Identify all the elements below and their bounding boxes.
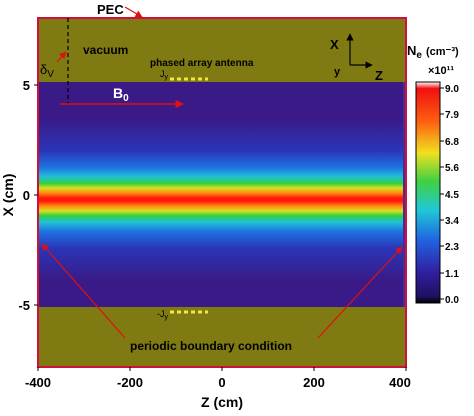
colorbar-scale bbox=[415, 81, 441, 304]
colorbar-multiplier: ×10¹¹ bbox=[428, 65, 454, 77]
colorbar-tick-label: 0.0 bbox=[445, 295, 459, 306]
xtick-label: 200 bbox=[303, 375, 325, 390]
boundary-arrow-right bbox=[317, 246, 403, 339]
y-axis-title: X (cm) bbox=[0, 174, 16, 217]
x-axis-title: Z (cm) bbox=[201, 394, 243, 410]
b0-label: B0 bbox=[113, 85, 129, 104]
xtick-label: -400 bbox=[25, 375, 51, 390]
plasma-boundary-right bbox=[403, 82, 406, 307]
ytick-label: 5 bbox=[23, 78, 30, 93]
vacuum-region-bottom bbox=[38, 307, 406, 367]
colorbar-tick-label: 7.9 bbox=[445, 110, 459, 121]
colorbar-tick-label: 2.3 bbox=[445, 242, 459, 253]
annotations: PEC δV vacuum phased array antenna Jy B0… bbox=[40, 2, 403, 353]
colorbar-tick-label: 6.8 bbox=[445, 137, 459, 148]
plot-area bbox=[37, 17, 407, 368]
colorbar-tick-label: 9.0 bbox=[445, 84, 459, 95]
colorbar-tick-label: 4.5 bbox=[445, 190, 459, 201]
jy-bottom-label: -Jy bbox=[157, 309, 169, 321]
axes: -400 -200 0 200 400 Z (cm) 5 0 -5 X (cm) bbox=[0, 78, 411, 410]
colorbar-title: Ne (cm⁻³) bbox=[407, 43, 459, 61]
boundary-arrow-left bbox=[41, 243, 126, 339]
ytick-label: -5 bbox=[18, 298, 30, 313]
vacuum-label: vacuum bbox=[83, 43, 128, 57]
boundary-condition-label: periodic boundary condition bbox=[130, 339, 292, 353]
pec-label: PEC bbox=[97, 2, 124, 17]
colorbar-tick-label: 3.4 bbox=[445, 216, 459, 227]
delta-v-arrow bbox=[56, 51, 67, 63]
coord-label-x: X bbox=[330, 37, 339, 52]
colorbar-tick-label: 1.1 bbox=[445, 269, 459, 280]
colorbar: Ne (cm⁻³) ×10¹¹ 9.0 7.9 6.8 5.6 4.5 3.4 2… bbox=[407, 43, 459, 306]
delta-v-label: δV bbox=[40, 62, 54, 80]
colorbar-tick-label: 5.6 bbox=[445, 163, 459, 174]
pec-arrow bbox=[124, 6, 143, 18]
xtick-label: 400 bbox=[389, 375, 411, 390]
antenna-label: phased array antenna bbox=[150, 58, 254, 69]
ytick-label: 0 bbox=[23, 188, 30, 203]
density-beam bbox=[38, 118, 406, 281]
coord-label-z: Z bbox=[375, 68, 383, 83]
vacuum-region-top bbox=[38, 18, 406, 82]
coord-label-y: y bbox=[334, 66, 341, 78]
xtick-label: -200 bbox=[117, 375, 143, 390]
jy-top-label: Jy bbox=[160, 69, 169, 81]
coordinate-system: X y Z bbox=[330, 33, 383, 83]
xtick-label: 0 bbox=[218, 375, 225, 390]
